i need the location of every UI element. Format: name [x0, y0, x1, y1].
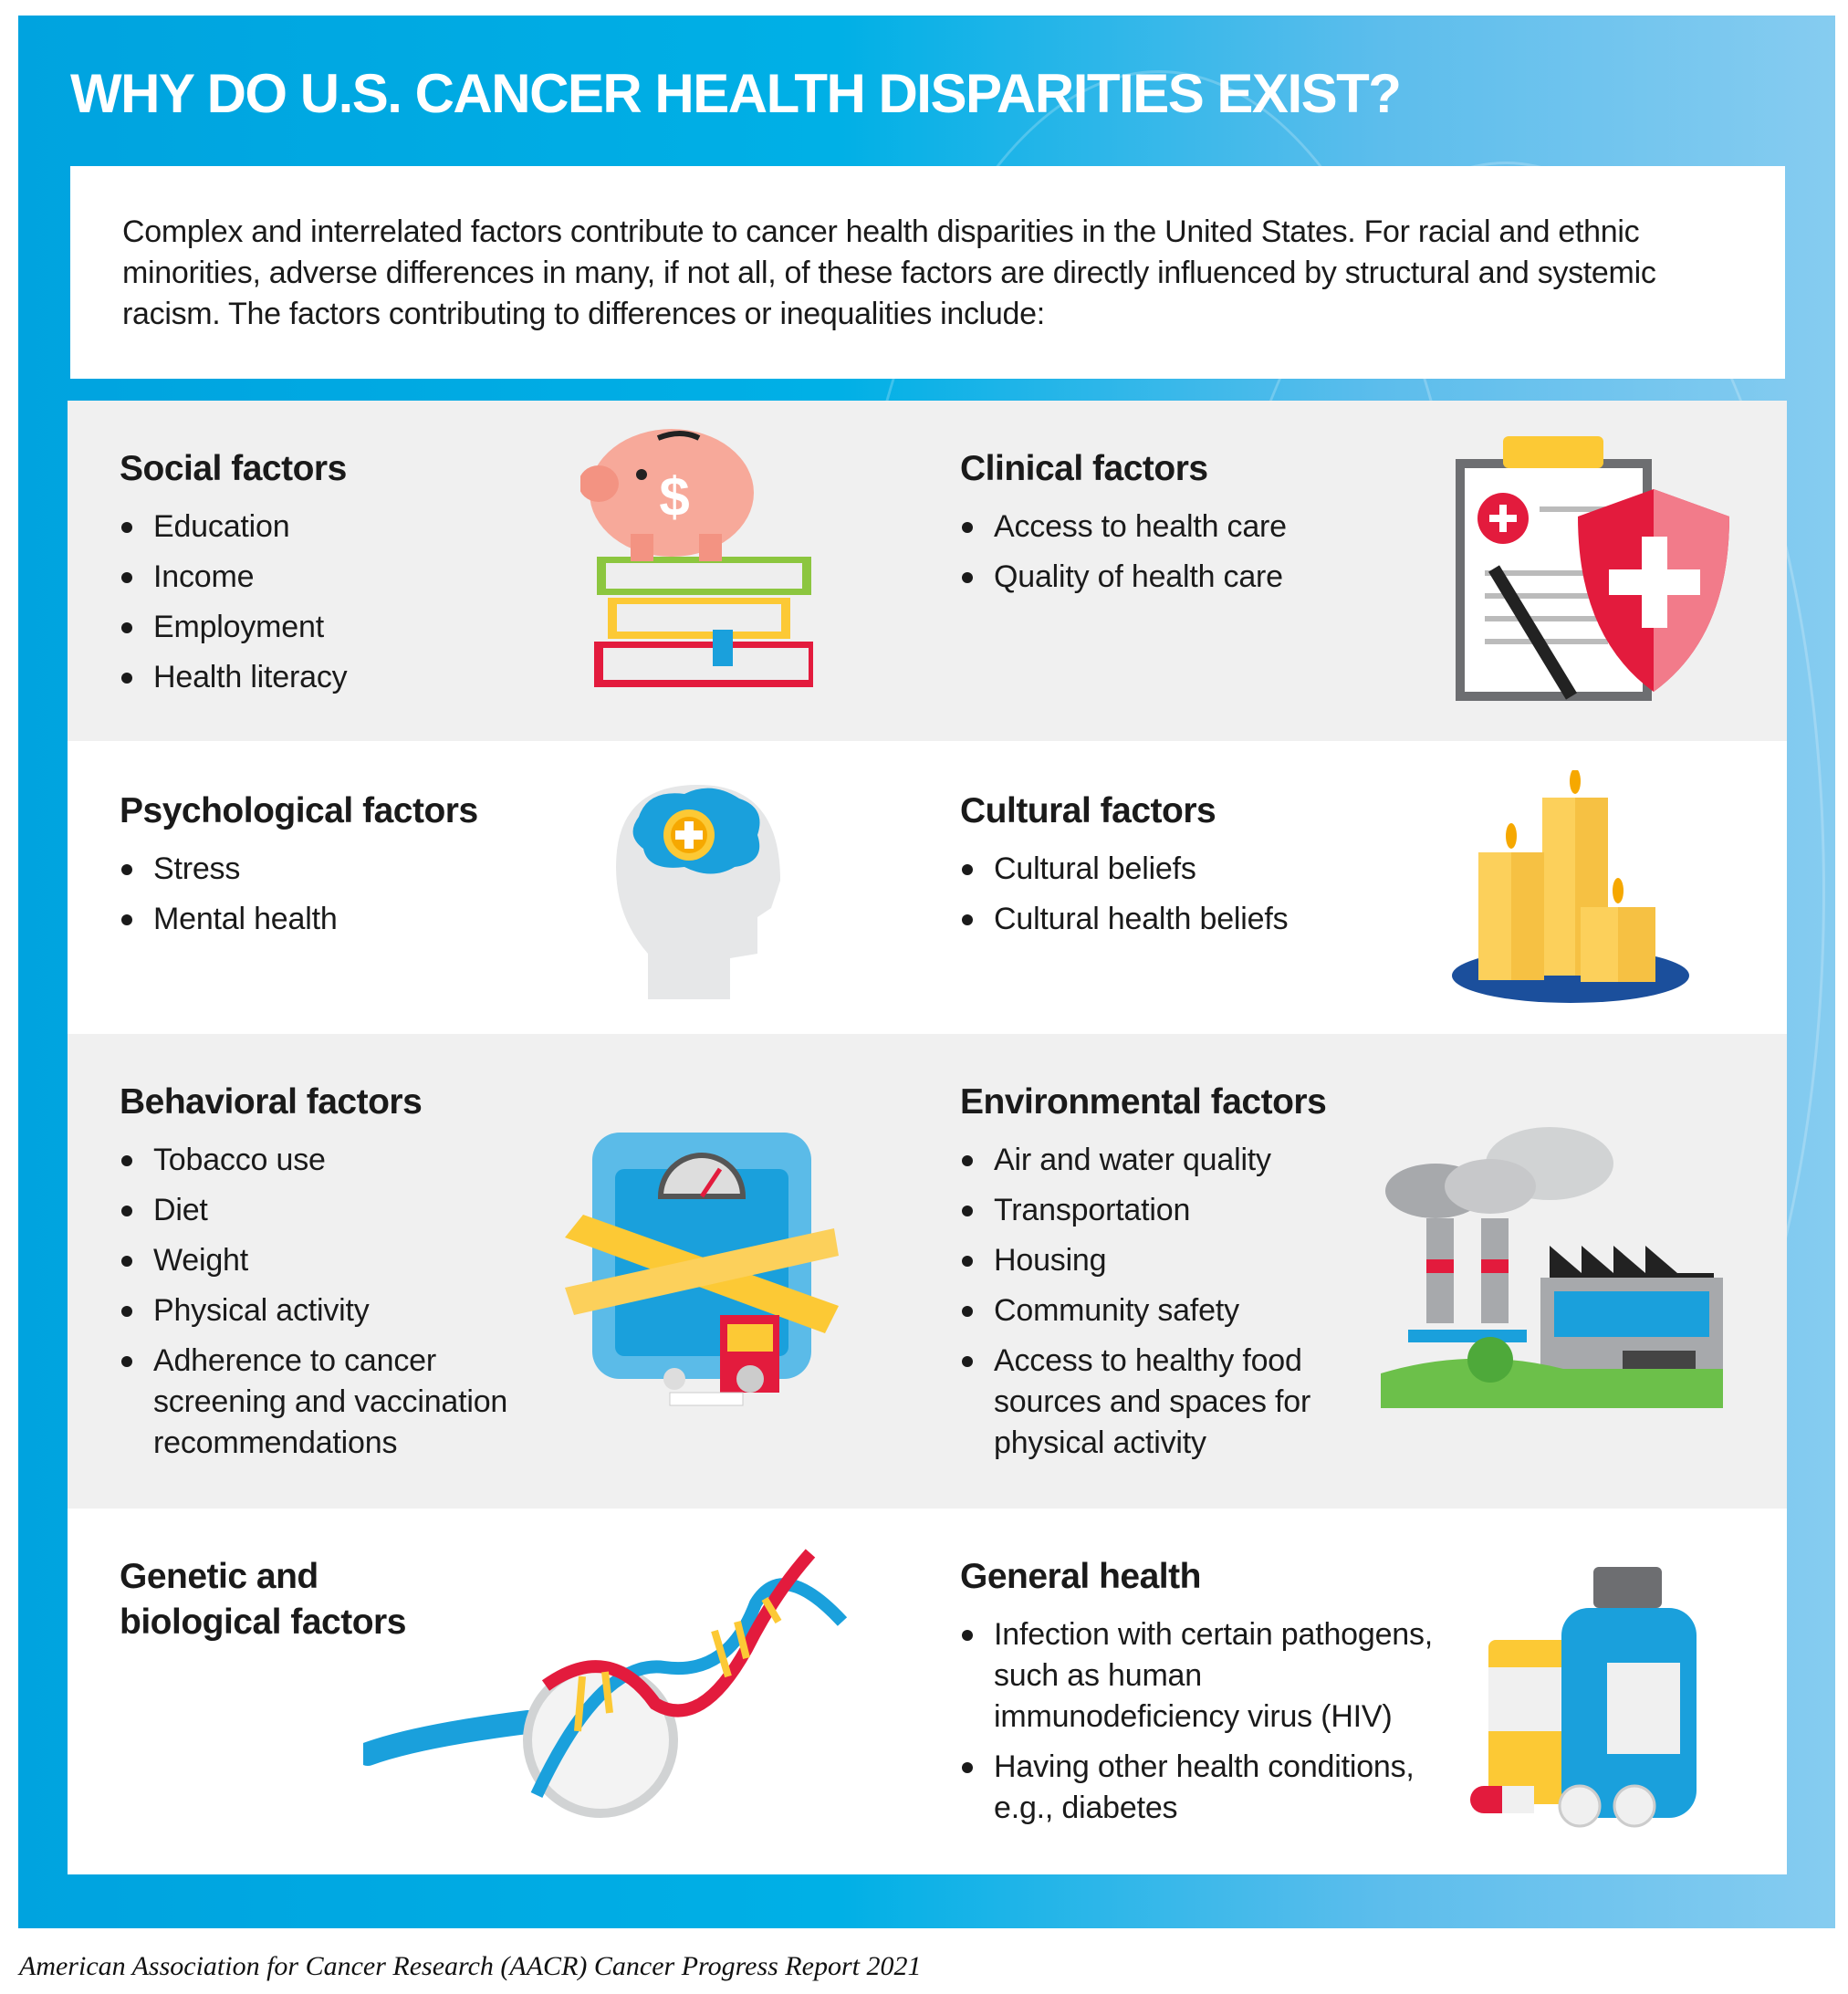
list-item: Tobacco use — [120, 1140, 558, 1181]
medicine-bottles-icon — [1470, 1567, 1697, 1828]
section-heading: Social factors — [120, 449, 347, 488]
list-item: Education — [120, 506, 347, 548]
source-footer: American Association for Cancer Research… — [19, 1951, 922, 1981]
list-item: Air and water quality — [960, 1140, 1362, 1181]
head-brain-icon — [616, 785, 780, 999]
list-item: Infection with certain pathogens, such a… — [960, 1614, 1444, 1738]
list-item: Quality of health care — [960, 557, 1287, 598]
genetic-biological-factors: Genetic and biological factors — [120, 1554, 406, 1645]
intro-text: Complex and interrelated factors contrib… — [122, 214, 1656, 331]
list-item: Weight — [120, 1240, 558, 1281]
list-item: Mental health — [120, 899, 478, 940]
section-heading: Clinical factors — [960, 449, 1208, 488]
list-item: Health literacy — [120, 657, 348, 698]
list-item: Diet — [120, 1190, 558, 1231]
psychological-factors: Psychological factors Stress Mental heal… — [120, 788, 478, 949]
svg-text:$: $ — [659, 466, 689, 527]
scale-tape-cigarettes-icon — [565, 1133, 839, 1406]
list-item: Access to healthy food sources and space… — [960, 1341, 1362, 1464]
section-heading: biological factors — [120, 1603, 406, 1642]
list-item: Cultural health beliefs — [960, 899, 1289, 940]
list-item: Stress — [120, 849, 478, 890]
list-item: Transportation — [960, 1190, 1362, 1231]
clinical-factors: Clinical factors Access to health care Q… — [960, 446, 1287, 607]
page-title: WHY DO U.S. CANCER HEALTH DISPARITIES EX… — [70, 63, 1402, 124]
section-heading: General health — [960, 1557, 1201, 1596]
environmental-factors: Environmental factors Air and water qual… — [960, 1080, 1362, 1473]
list-item: Community safety — [960, 1290, 1362, 1331]
list-item: Access to health care — [960, 506, 1287, 548]
candles-icon — [1452, 770, 1689, 1003]
list-item: Income — [120, 557, 347, 598]
section-heading: Behavioral factors — [120, 1082, 423, 1122]
intro-box: Complex and interrelated factors contrib… — [70, 166, 1785, 379]
general-health: General health Infection with certain pa… — [960, 1554, 1444, 1838]
clipboard-shield-icon — [1456, 436, 1729, 701]
list-item: Cultural beliefs — [960, 849, 1288, 890]
behavioral-factors: Behavioral factors Tobacco use Diet Weig… — [120, 1080, 558, 1473]
section-heading: Genetic and — [120, 1557, 318, 1596]
piggy-bank-books-icon: $ — [580, 429, 813, 687]
list-item: Adherence to cancer screening and vaccin… — [120, 1341, 558, 1464]
section-heading: Cultural factors — [960, 791, 1216, 830]
section-heading: Psychological factors — [120, 791, 478, 830]
section-heading: Environmental factors — [960, 1082, 1327, 1122]
social-factors: Social factors Education Income Employme… — [120, 446, 348, 707]
cultural-factors: Cultural factors Cultural beliefs Cultur… — [960, 788, 1289, 949]
factory-icon — [1381, 1127, 1723, 1408]
list-item: Having other health conditions, e.g., di… — [960, 1747, 1444, 1829]
list-item: Employment — [120, 607, 347, 648]
list-item: Physical activity — [120, 1290, 558, 1331]
list-item: Housing — [960, 1240, 1362, 1281]
dna-magnifier-icon — [363, 1549, 848, 1818]
